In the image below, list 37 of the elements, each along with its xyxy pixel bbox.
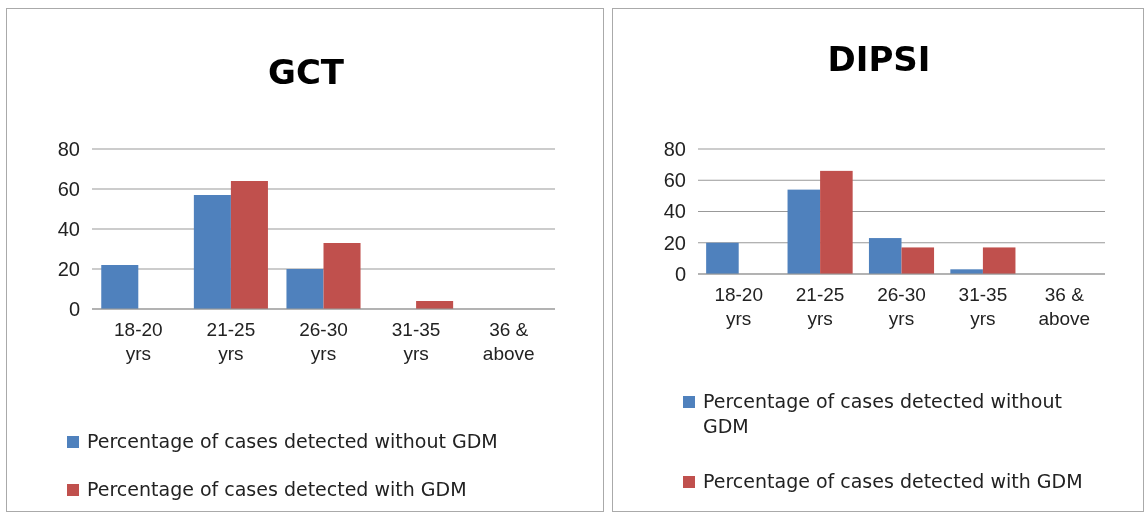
bar: [868, 238, 902, 274]
bar: [230, 181, 268, 309]
y-tick-label: 60: [663, 169, 686, 192]
legend-label: Percentage of cases detected without GDM: [703, 390, 1062, 437]
y-tick-label: 80: [57, 137, 80, 160]
bar: [286, 269, 324, 309]
legend-label: Percentage of cases detected with GDM: [703, 470, 1083, 492]
bar: [820, 170, 853, 274]
x-tick-label: 36 & above: [482, 319, 535, 365]
y-tick-label: 60: [57, 177, 80, 200]
y-tick-label: 0: [68, 297, 80, 320]
x-tick-label: 36 & above: [1038, 284, 1091, 330]
x-tick-label: 21-25 yrs: [206, 319, 256, 365]
x-tick-label: 21-25 yrs: [795, 284, 845, 330]
x-tick-label: 26-30 yrs: [299, 319, 348, 365]
y-tick-label: 0: [674, 262, 686, 285]
y-tick-label: 20: [57, 257, 80, 280]
x-tick-label: 31-35 yrs: [958, 284, 1008, 330]
chart-title: DIPSI: [827, 39, 931, 79]
bar: [982, 247, 1016, 274]
chart-title: GCT: [267, 52, 345, 92]
bar: [193, 195, 231, 309]
bar: [787, 189, 821, 274]
bar: [101, 265, 139, 309]
x-tick-label: 31-35 yrs: [391, 319, 441, 365]
y-tick-label: 20: [663, 231, 686, 254]
bar: [706, 242, 739, 274]
y-tick-label: 80: [663, 137, 686, 160]
bar: [901, 247, 935, 274]
legend-label: Percentage of cases detected without GDM: [87, 430, 498, 452]
x-tick-label: 18-20 yrs: [714, 284, 763, 330]
legend-label: Percentage of cases detected with GDM: [87, 478, 467, 500]
x-tick-label: 26-30 yrs: [877, 284, 926, 330]
x-tick-label: 18-20 yrs: [114, 319, 163, 365]
y-tick-label: 40: [57, 217, 80, 240]
y-tick-label: 40: [663, 200, 686, 223]
bar: [323, 243, 361, 309]
